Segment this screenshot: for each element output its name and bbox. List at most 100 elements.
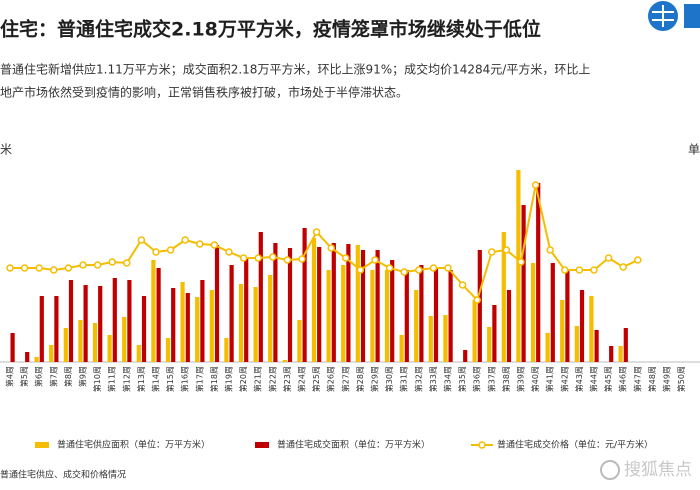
legend-swatch (35, 442, 49, 448)
price-point (225, 248, 233, 256)
bar (127, 280, 132, 362)
logo (648, 1, 700, 31)
bar (282, 360, 287, 362)
x-tick-label: 第28周 (355, 366, 365, 392)
legend-label: 普通住宅供应面积（单位：万平方米） (57, 439, 210, 451)
bar (156, 268, 161, 362)
x-tick-label: 第30周 (384, 366, 394, 392)
bar (428, 316, 433, 362)
bar (609, 346, 614, 362)
price-point (590, 266, 598, 274)
bar (112, 278, 117, 362)
price-point (604, 254, 613, 262)
bar (92, 323, 98, 362)
legend-label: 普通住宅成交面积（单位：万平方米） (277, 439, 430, 451)
x-tick-label: 第25周 (311, 366, 321, 392)
x-tick-label: 第44周 (589, 366, 599, 392)
y2-axis-unit: 单 (688, 143, 700, 157)
bar (49, 345, 54, 362)
bar (384, 270, 390, 362)
x-tick-label: 第36周 (472, 366, 482, 392)
x-tick-label: 第31周 (399, 366, 409, 392)
price-point (312, 228, 321, 236)
bar (287, 248, 293, 362)
price-point (444, 264, 452, 272)
x-tick-label: 第39周 (516, 366, 526, 392)
bar (574, 326, 579, 362)
price-point (20, 264, 29, 272)
price-point (385, 264, 394, 272)
bar (258, 232, 263, 362)
bar (136, 345, 141, 362)
x-tick-label: 第4周 (5, 366, 15, 387)
price-point (298, 255, 306, 263)
bar (78, 320, 83, 362)
x-tick-label: 第23周 (282, 366, 292, 392)
bar (122, 317, 127, 362)
price-point (517, 258, 525, 266)
y-axis-unit: 米 (0, 143, 12, 157)
bar (414, 290, 419, 362)
price-point (50, 266, 58, 274)
price-point (166, 246, 175, 254)
price-point (634, 256, 642, 264)
bar (238, 284, 244, 362)
price-point (400, 268, 408, 276)
x-tick-label: 第10周 (92, 366, 102, 392)
bar (107, 335, 112, 362)
x-tick-label: 第45周 (603, 366, 613, 392)
bar (326, 270, 331, 362)
price-point (531, 181, 540, 189)
bar (477, 250, 482, 362)
price-point (473, 296, 481, 304)
bar (68, 280, 74, 362)
x-tick-label: 第14周 (151, 366, 161, 392)
slide-title: 住宅：普通住宅成交2.18万平方米，疫情笼罩市场继续处于低位 (0, 18, 541, 41)
price-point (619, 263, 627, 271)
x-tick-label: 第33周 (428, 366, 438, 392)
price-point (575, 266, 584, 274)
price-point (502, 246, 511, 254)
bar (579, 290, 585, 362)
bar (214, 245, 220, 362)
bar (623, 328, 628, 362)
bar (360, 250, 366, 362)
bar (589, 296, 594, 362)
x-tick-label: 第18周 (209, 366, 219, 392)
bar (390, 260, 395, 362)
x-tick-label: 第16周 (180, 366, 190, 392)
bar (165, 338, 171, 362)
x-tick-label: 第35周 (457, 366, 467, 392)
x-tick-label: 第21周 (253, 366, 263, 392)
bar (545, 333, 550, 362)
price-point (108, 258, 116, 266)
bar (565, 270, 570, 362)
bar (268, 275, 273, 362)
price-point (239, 254, 248, 262)
bar (404, 270, 409, 362)
price-point (458, 281, 467, 289)
bar (83, 285, 88, 362)
bar (317, 247, 322, 362)
watermark: 搜狐焦点 (600, 460, 692, 480)
price-point (429, 264, 438, 272)
bar (618, 346, 623, 362)
bar (594, 330, 599, 362)
bar (419, 265, 424, 362)
bar (311, 238, 317, 362)
price-line (10, 184, 639, 302)
bar (463, 350, 468, 362)
price-point (254, 254, 262, 262)
price-point (79, 261, 87, 269)
bar (370, 270, 375, 362)
plot: 第4周 第5周 第6周 第7周 第8周 第9周 第10周 第11周 第12周 第13周 第14周 第1… (5, 170, 686, 392)
bar (54, 296, 59, 362)
x-tick-label: 第48周 (647, 366, 657, 392)
price-point (283, 256, 292, 264)
source-note: 普通住宅供应、成交和价格情况 (0, 469, 126, 481)
price-point (64, 264, 73, 272)
price-point (356, 266, 365, 274)
bar (273, 243, 278, 362)
x-tick-label: 第41周 (545, 366, 555, 392)
bar (472, 300, 477, 362)
